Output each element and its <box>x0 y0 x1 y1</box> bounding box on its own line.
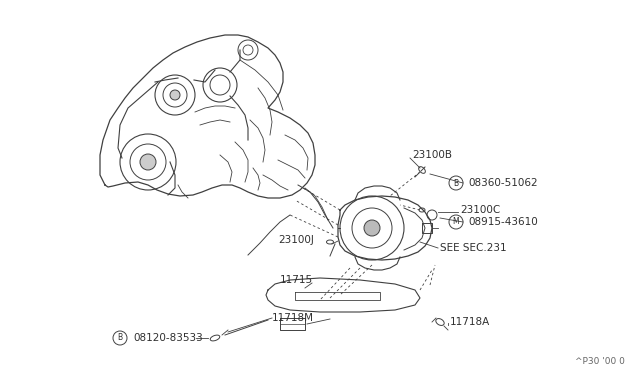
Text: ^P30 '00 0: ^P30 '00 0 <box>575 357 625 366</box>
Text: 23100J: 23100J <box>278 235 314 245</box>
Text: 23100C: 23100C <box>460 205 500 215</box>
Text: SEE SEC.231: SEE SEC.231 <box>440 243 507 253</box>
Circle shape <box>170 90 180 100</box>
Text: M: M <box>452 218 460 227</box>
Text: 11718M: 11718M <box>272 313 314 323</box>
Circle shape <box>140 154 156 170</box>
Circle shape <box>364 220 380 236</box>
Text: 08915-43610: 08915-43610 <box>468 217 538 227</box>
Text: B: B <box>453 179 459 187</box>
Text: 08120-83533: 08120-83533 <box>133 333 203 343</box>
Text: 11715: 11715 <box>280 275 313 285</box>
Text: B: B <box>117 334 123 343</box>
Text: 11718A: 11718A <box>450 317 490 327</box>
Text: 23100B: 23100B <box>412 150 452 160</box>
Text: 08360-51062: 08360-51062 <box>468 178 538 188</box>
